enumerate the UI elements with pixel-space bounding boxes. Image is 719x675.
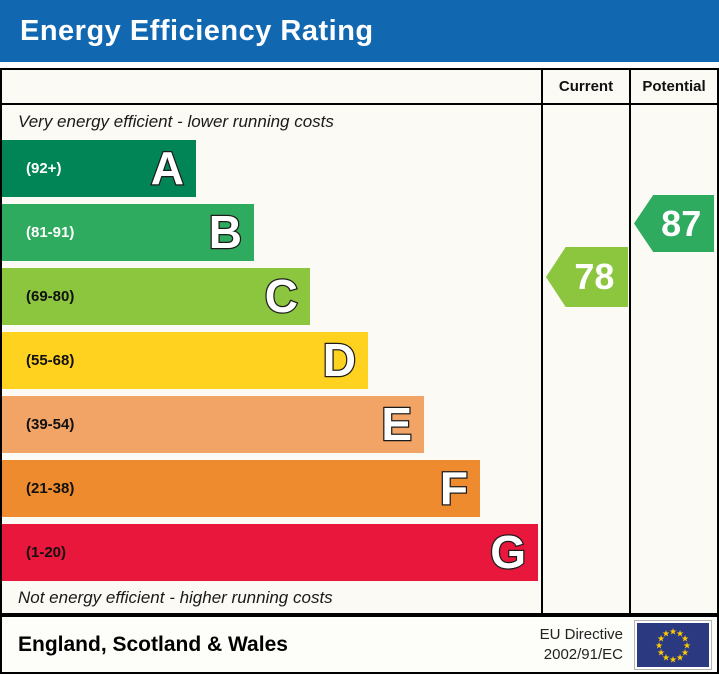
- column-divider-current: [541, 70, 543, 613]
- band-a-letter: A: [150, 141, 186, 196]
- band-g: (1-20) G: [2, 524, 538, 581]
- band-c-letter: C: [264, 269, 300, 324]
- band-f: (21-38) F: [2, 460, 480, 517]
- column-divider-potential: [629, 70, 631, 613]
- bottom-note: Not energy efficient - higher running co…: [18, 588, 333, 607]
- chart-footer: England, Scotland & Wales EU Directive 2…: [0, 615, 719, 674]
- band-e-range: (39-54): [26, 416, 75, 433]
- top-note: Very energy efficient - lower running co…: [18, 112, 334, 131]
- band-d: (55-68) D: [2, 332, 368, 389]
- band-c-range: (69-80): [26, 288, 75, 305]
- band-a-range: (92+): [26, 160, 62, 177]
- potential-rating-value: 87: [661, 202, 702, 244]
- eu-flag-icon: ★ ★ ★ ★ ★ ★ ★ ★ ★ ★ ★ ★: [634, 619, 712, 670]
- band-g-letter: G: [489, 525, 527, 580]
- band-d-letter: D: [322, 333, 358, 388]
- header-row-divider: [2, 103, 717, 105]
- band-e-letter: E: [380, 397, 413, 452]
- eu-directive-label: EU Directive 2002/91/EC: [540, 625, 635, 664]
- eu-directive-line1: EU Directive: [539, 626, 623, 643]
- column-header-potential: Potential: [642, 78, 706, 95]
- page-title: Energy Efficiency Rating: [20, 14, 374, 47]
- region-label: England, Scotland & Wales: [18, 632, 288, 656]
- band-e: (39-54) E: [2, 396, 424, 453]
- rating-bands: (92+) A (81-91) B (69-80) C (55-68) D (3…: [2, 140, 539, 588]
- eu-directive-line2: 2002/91/EC: [543, 645, 623, 663]
- chart-header: Energy Efficiency Rating: [0, 0, 719, 62]
- band-a: (92+) A: [2, 140, 196, 197]
- band-b: (81-91) B: [2, 204, 254, 261]
- rating-table: Current Potential Very energy efficient …: [0, 68, 719, 615]
- band-f-range: (21-38): [26, 480, 75, 497]
- band-b-letter: B: [208, 205, 244, 260]
- band-f-letter: F: [439, 461, 470, 516]
- current-rating-arrow: 78: [546, 247, 628, 307]
- column-header-current: Current: [558, 78, 614, 95]
- current-rating-value: 78: [574, 256, 615, 297]
- band-b-range: (81-91): [26, 224, 75, 241]
- potential-rating-arrow: 87: [634, 195, 714, 252]
- band-d-range: (55-68): [26, 352, 75, 369]
- band-g-range: (1-20): [26, 544, 67, 561]
- band-c: (69-80) C: [2, 268, 310, 325]
